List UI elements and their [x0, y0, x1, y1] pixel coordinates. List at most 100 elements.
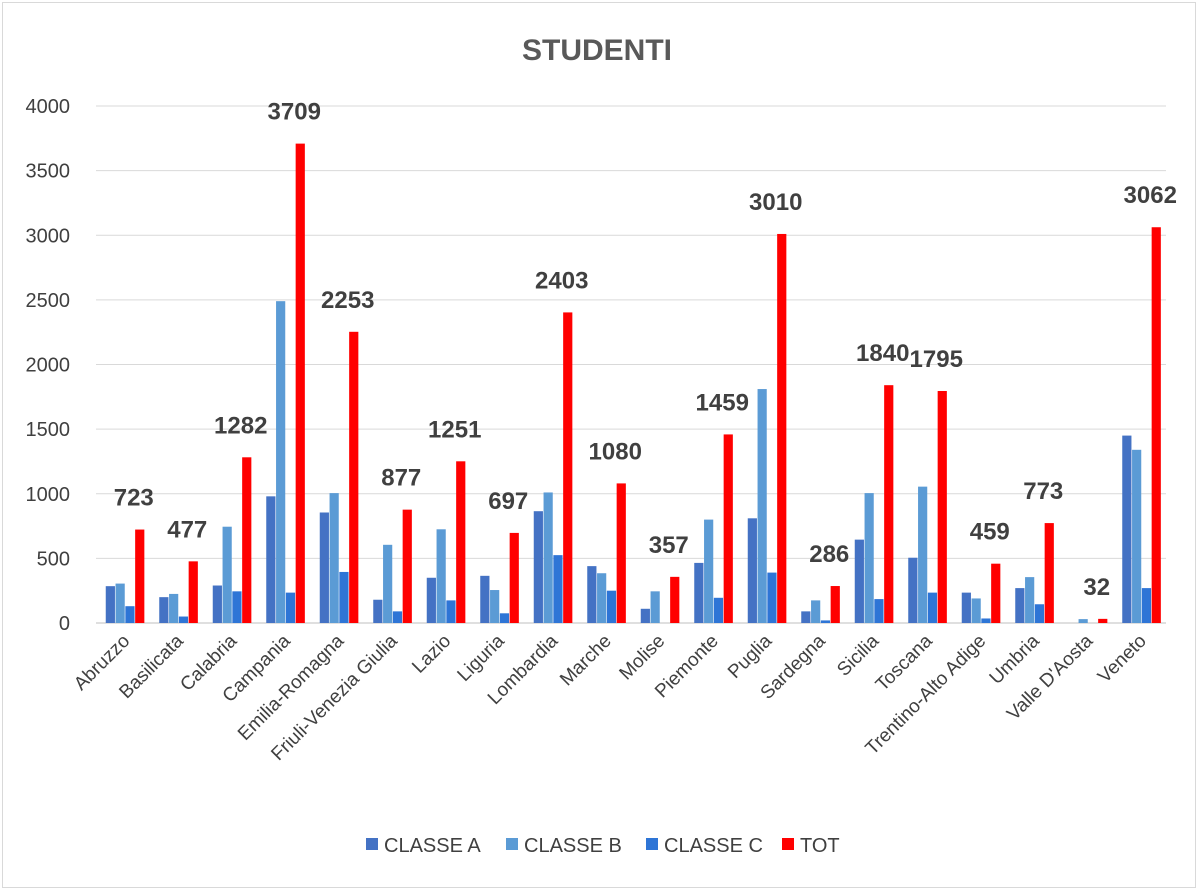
bar-classe-b [1025, 577, 1035, 623]
data-label: 3709 [268, 99, 321, 126]
data-label: 459 [970, 519, 1010, 546]
bar-classe-a [908, 557, 918, 623]
legend-label: TOT [800, 835, 840, 857]
bar-classe-b [971, 598, 981, 623]
bar-classe-b [543, 492, 553, 623]
bar-tot [135, 529, 145, 623]
bar-tot [295, 143, 305, 623]
data-label: 773 [1023, 478, 1063, 505]
x-axis-ticks: AbruzzoBasilicataCalabriaCampaniaEmilia-… [70, 630, 1151, 765]
bar-classe-c [874, 599, 884, 623]
bar-classe-c [232, 591, 242, 623]
data-label: 723 [114, 485, 154, 512]
y-tick-label: 500 [37, 548, 70, 570]
bar-classe-c [285, 592, 296, 623]
bar-classe-a [747, 518, 757, 623]
bar-classe-c [392, 611, 403, 623]
bar-classe-a [212, 585, 222, 623]
bar-tot [563, 312, 573, 623]
bar-tot [991, 563, 1001, 623]
data-label: 1459 [696, 389, 749, 416]
bar-tot [884, 385, 894, 623]
chart-title: STUDENTI [522, 34, 672, 67]
bar-classe-b [329, 493, 339, 623]
bar-classe-b [490, 590, 500, 623]
bar-classe-a [373, 599, 383, 623]
x-tick-label: Veneto [1094, 631, 1151, 688]
legend-label: CLASSE A [384, 835, 481, 857]
bar-classe-a [266, 496, 276, 623]
y-tick-label: 3000 [26, 225, 71, 247]
bar-classe-a [533, 511, 543, 623]
data-label: 286 [809, 541, 849, 568]
data-label: 697 [488, 488, 528, 515]
bar-classe-b [704, 519, 714, 623]
y-tick-label: 1000 [26, 484, 71, 506]
bar-classe-a [426, 577, 436, 623]
bar-classe-a [640, 608, 650, 623]
bar-classe-a [159, 597, 169, 623]
bar-tot [1151, 227, 1161, 623]
bar-classe-b [1132, 449, 1142, 623]
bar-classe-b [597, 573, 607, 623]
legend-swatch [366, 838, 378, 850]
bar-tot [1098, 618, 1108, 623]
data-label: 877 [381, 465, 421, 492]
bar-classe-c [446, 600, 456, 623]
bar-classe-a [319, 512, 329, 623]
y-tick-label: 0 [59, 613, 70, 635]
x-tick-label: Marche [556, 631, 616, 691]
bar-classe-c [499, 613, 510, 623]
data-label: 1282 [214, 412, 267, 439]
bar-tot [830, 586, 840, 623]
legend-label: CLASSE C [664, 835, 763, 857]
bar-classe-a [105, 586, 115, 623]
y-tick-label: 2000 [26, 355, 71, 377]
bar-tot [777, 233, 787, 623]
bar-classe-b [436, 529, 446, 623]
data-label: 3010 [749, 189, 802, 216]
y-tick-label: 2500 [26, 290, 71, 312]
bar-tot [616, 483, 626, 623]
bars [105, 143, 1161, 623]
data-label: 1251 [428, 416, 481, 443]
bar-classe-c [339, 571, 349, 623]
bar-classe-c [1141, 588, 1152, 623]
bar-classe-a [961, 592, 971, 623]
bar-classe-b [383, 544, 393, 623]
bar-classe-a [1015, 588, 1025, 623]
data-label: 2253 [321, 287, 374, 314]
legend-swatch [782, 838, 794, 850]
bar-classe-a [694, 562, 704, 623]
bar-classe-b [222, 526, 232, 623]
bar-classe-b [864, 493, 874, 623]
bar-classe-c [927, 592, 938, 623]
bar-tot [402, 509, 412, 623]
legend-label: CLASSE B [524, 835, 622, 857]
bar-classe-a [587, 566, 597, 623]
bar-tot [937, 390, 947, 623]
x-tick-label: Sicilia [833, 630, 883, 680]
bar-tot [456, 461, 466, 623]
bar-classe-b [757, 389, 767, 623]
y-tick-label: 3500 [26, 161, 71, 183]
data-label: 32 [1083, 574, 1110, 601]
data-label: 2403 [535, 267, 588, 294]
bar-classe-c [1034, 604, 1045, 623]
bar-classe-a [480, 575, 490, 623]
bar-classe-c [125, 606, 135, 623]
data-label: 3062 [1124, 182, 1177, 209]
data-label: 357 [649, 532, 689, 559]
bar-classe-b [115, 583, 125, 623]
x-tick-label: Lazio [408, 631, 455, 678]
bar-tot [242, 457, 252, 623]
bar-classe-b [276, 301, 286, 623]
bar-classe-c [553, 555, 563, 623]
legend-swatch [506, 838, 518, 850]
data-label: 1840 [856, 340, 909, 367]
data-label: 1080 [589, 438, 642, 465]
bar-classe-c [606, 590, 617, 623]
bar-tot [188, 561, 198, 623]
